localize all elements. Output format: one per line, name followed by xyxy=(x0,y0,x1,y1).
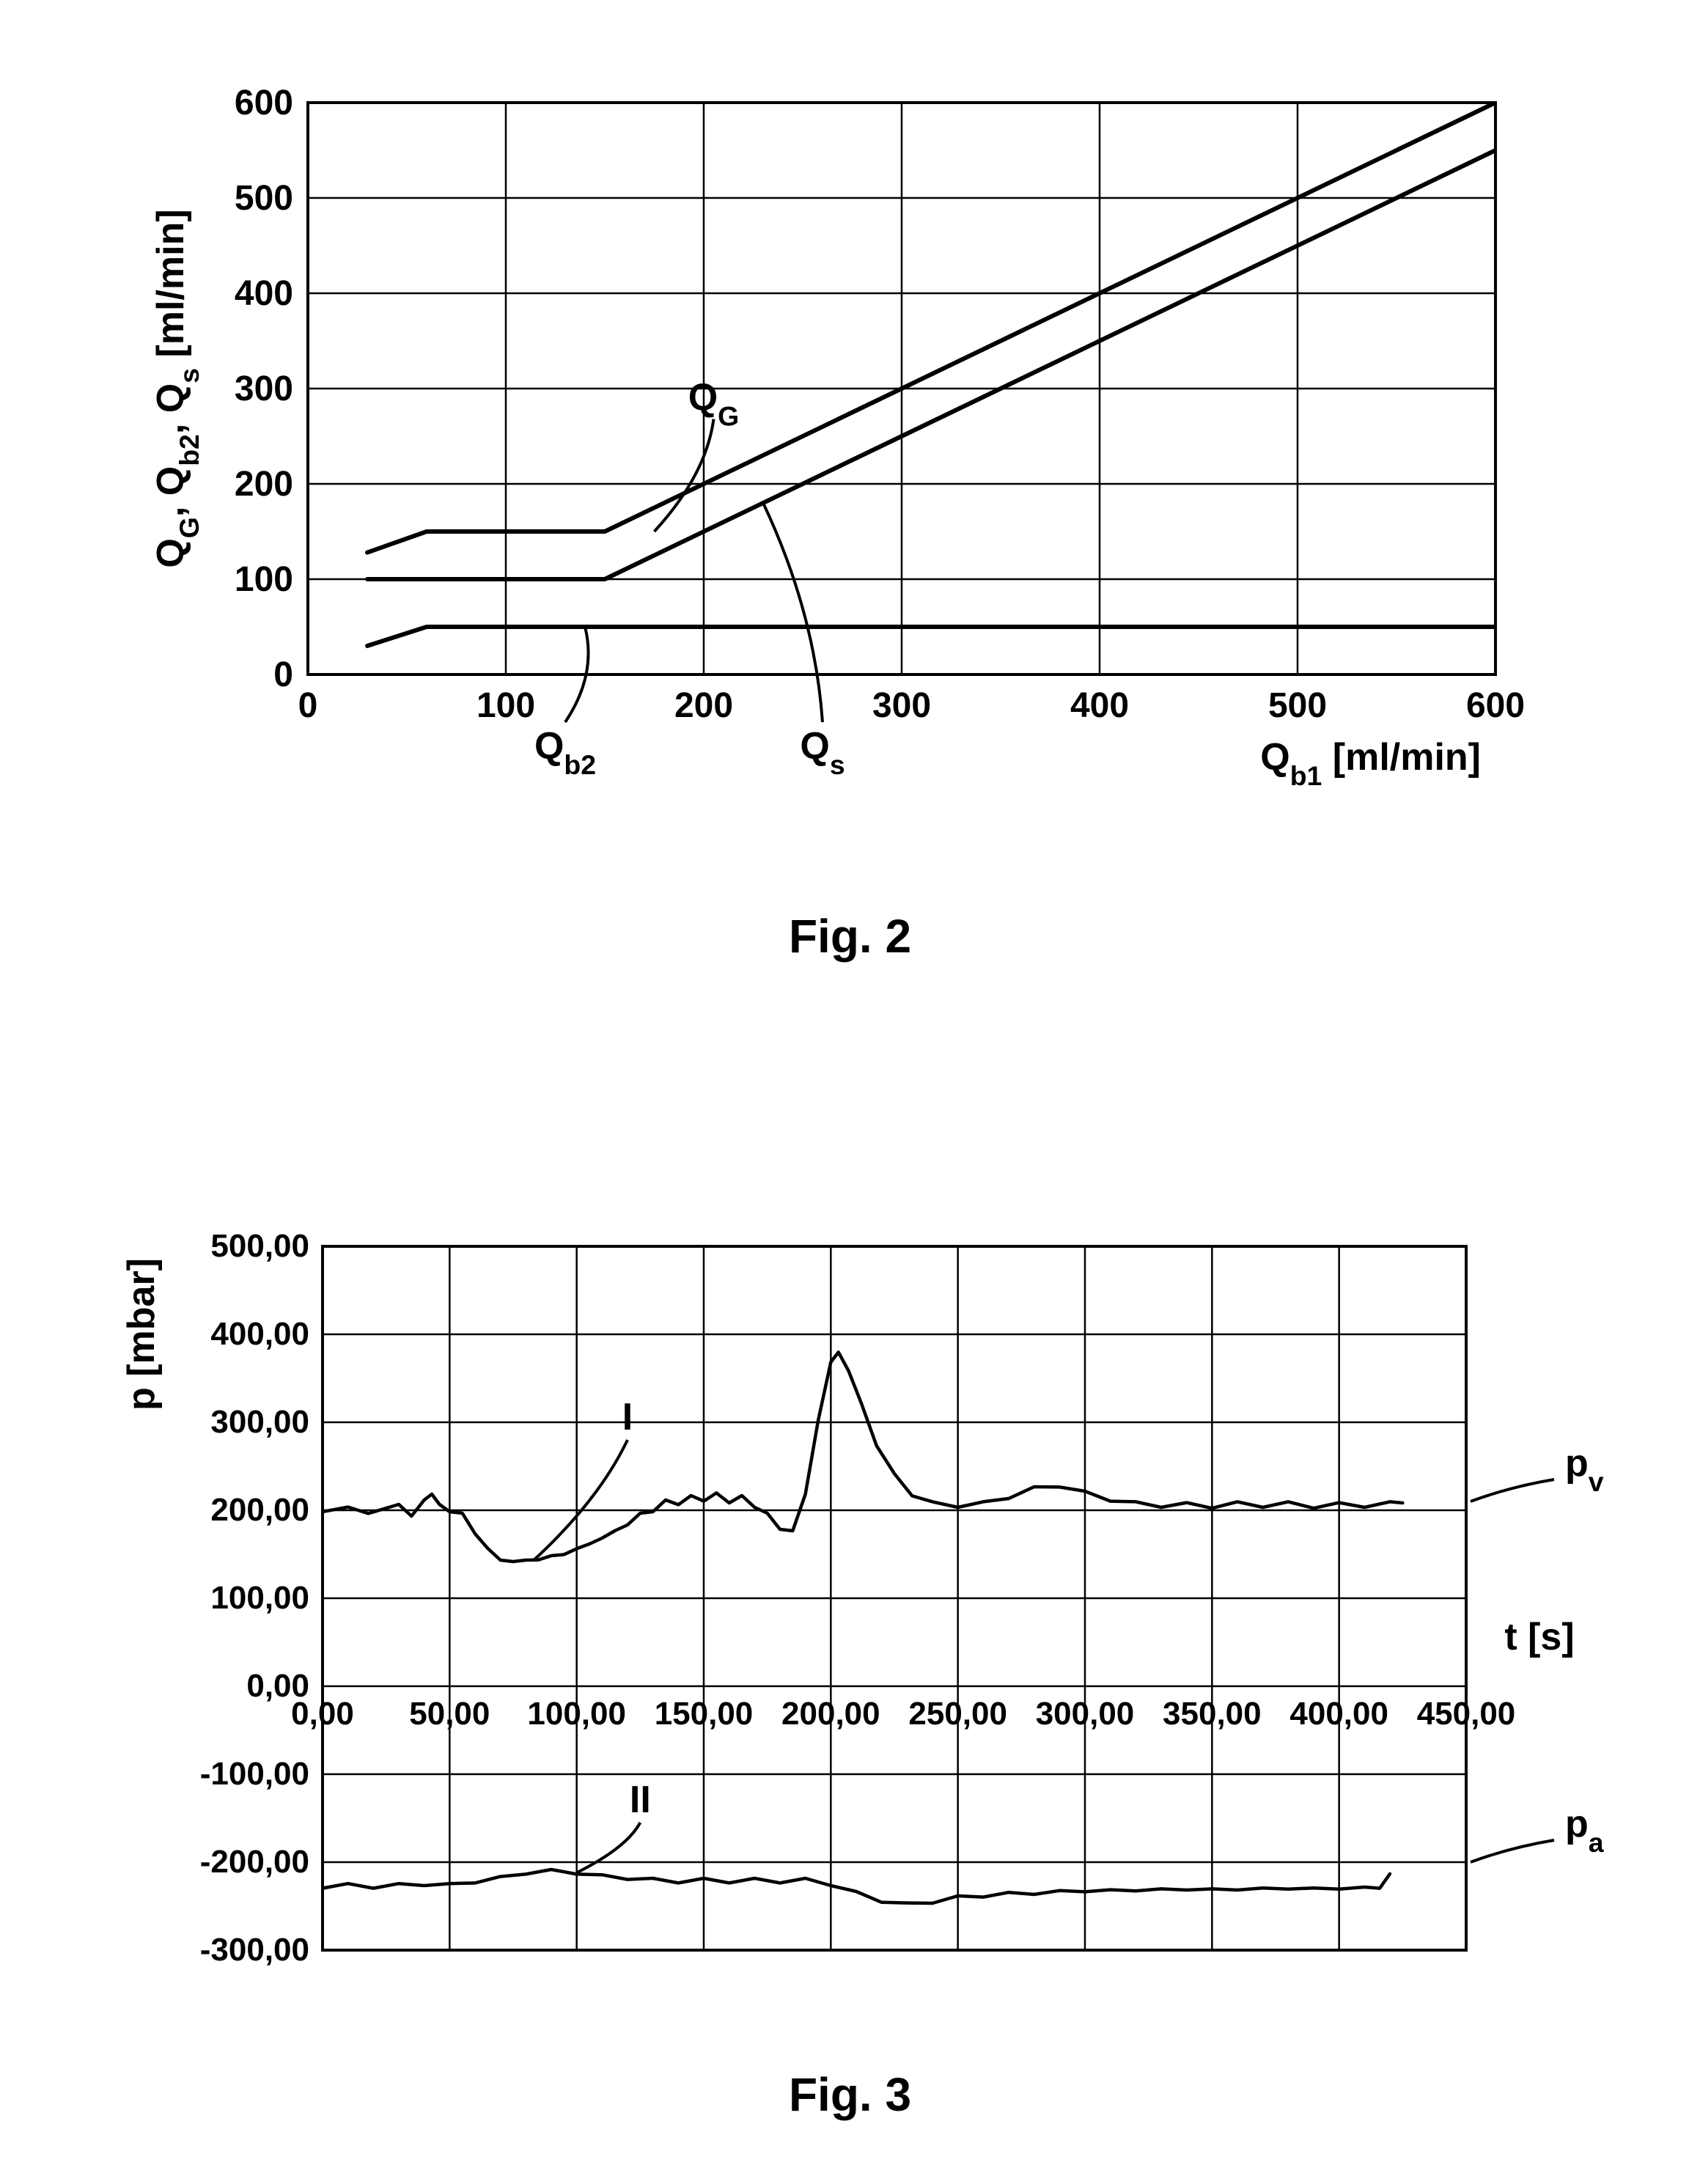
svg-text:400: 400 xyxy=(235,274,293,313)
svg-text:100,00: 100,00 xyxy=(527,1696,626,1732)
fig3-caption: Fig. 3 xyxy=(0,2067,1700,2122)
svg-text:200,00: 200,00 xyxy=(210,1492,309,1528)
svg-text:300: 300 xyxy=(235,369,293,408)
svg-text:200: 200 xyxy=(674,686,733,725)
svg-text:300,00: 300,00 xyxy=(210,1404,309,1440)
svg-text:500: 500 xyxy=(235,179,293,218)
svg-text:600: 600 xyxy=(1466,686,1525,725)
svg-text:100: 100 xyxy=(476,686,535,725)
svg-text:300,00: 300,00 xyxy=(1036,1696,1135,1732)
svg-text:-100,00: -100,00 xyxy=(200,1756,309,1792)
svg-text:500,00: 500,00 xyxy=(210,1228,309,1264)
svg-text:250,00: 250,00 xyxy=(908,1696,1007,1732)
svg-text:0: 0 xyxy=(273,655,293,694)
fig3-callout-ii-label: II xyxy=(630,1779,651,1821)
svg-text:300: 300 xyxy=(872,686,931,725)
fig2-callout-qb2-label: Qb2 xyxy=(534,725,596,780)
page: 0 100 200 300 400 500 600 0 100 200 300 400 500 600 QG… xyxy=(0,0,1700,2184)
svg-text:Qb1 [ml/min]: Qb1 [ml/min] xyxy=(1260,736,1481,791)
svg-text:-300,00: -300,00 xyxy=(200,1932,309,1968)
svg-text:100,00: 100,00 xyxy=(210,1580,309,1616)
svg-text:-200,00: -200,00 xyxy=(200,1844,309,1880)
svg-text:150,00: 150,00 xyxy=(655,1696,754,1732)
svg-text:QG, Qb2, Qs [ml/min]: QG, Qb2, Qs [ml/min] xyxy=(150,209,205,567)
svg-text:400,00: 400,00 xyxy=(210,1316,309,1352)
fig3-callout-i-label: I xyxy=(622,1396,633,1438)
svg-text:400,00: 400,00 xyxy=(1289,1696,1388,1732)
svg-text:350,00: 350,00 xyxy=(1163,1696,1262,1732)
svg-text:p [mbar]: p [mbar] xyxy=(120,1258,163,1411)
svg-text:400: 400 xyxy=(1070,686,1129,725)
svg-text:100: 100 xyxy=(235,560,293,599)
fig2-caption: Fig. 2 xyxy=(0,909,1700,963)
svg-text:0,00: 0,00 xyxy=(291,1696,354,1732)
svg-text:50,00: 50,00 xyxy=(409,1696,490,1732)
fig3-chart: -300,00 -200,00 -100,00 0,00 100,00 200,00 300… xyxy=(0,1173,1700,2053)
fig2-chart: 0 100 200 300 400 500 600 0 100 200 300 400 500 600 QG… xyxy=(0,44,1700,887)
svg-text:0: 0 xyxy=(298,686,318,725)
svg-text:500: 500 xyxy=(1268,686,1327,725)
fig3-label-pv-leader xyxy=(1471,1479,1554,1501)
svg-text:600: 600 xyxy=(235,84,293,122)
fig2-callout-qs-label: Qs xyxy=(800,725,845,780)
svg-text:200,00: 200,00 xyxy=(781,1696,880,1732)
svg-text:450,00: 450,00 xyxy=(1417,1696,1516,1732)
fig3-label-pv-label: pv xyxy=(1565,1442,1604,1497)
svg-text:200: 200 xyxy=(235,465,293,504)
fig3-label-pa-leader xyxy=(1471,1840,1554,1862)
fig3-label-pa-label: pa xyxy=(1565,1803,1605,1858)
svg-text:t [s]: t [s] xyxy=(1504,1616,1574,1658)
